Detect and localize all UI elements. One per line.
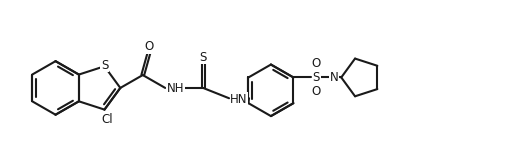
Text: O: O [311, 57, 321, 70]
Text: Cl: Cl [101, 113, 113, 126]
Text: S: S [101, 59, 108, 72]
Text: NH: NH [166, 82, 184, 95]
Text: HN: HN [230, 93, 248, 106]
Text: O: O [311, 85, 321, 98]
Text: N: N [330, 71, 339, 84]
Text: O: O [145, 40, 154, 53]
Text: S: S [313, 71, 320, 84]
Text: S: S [200, 51, 207, 64]
